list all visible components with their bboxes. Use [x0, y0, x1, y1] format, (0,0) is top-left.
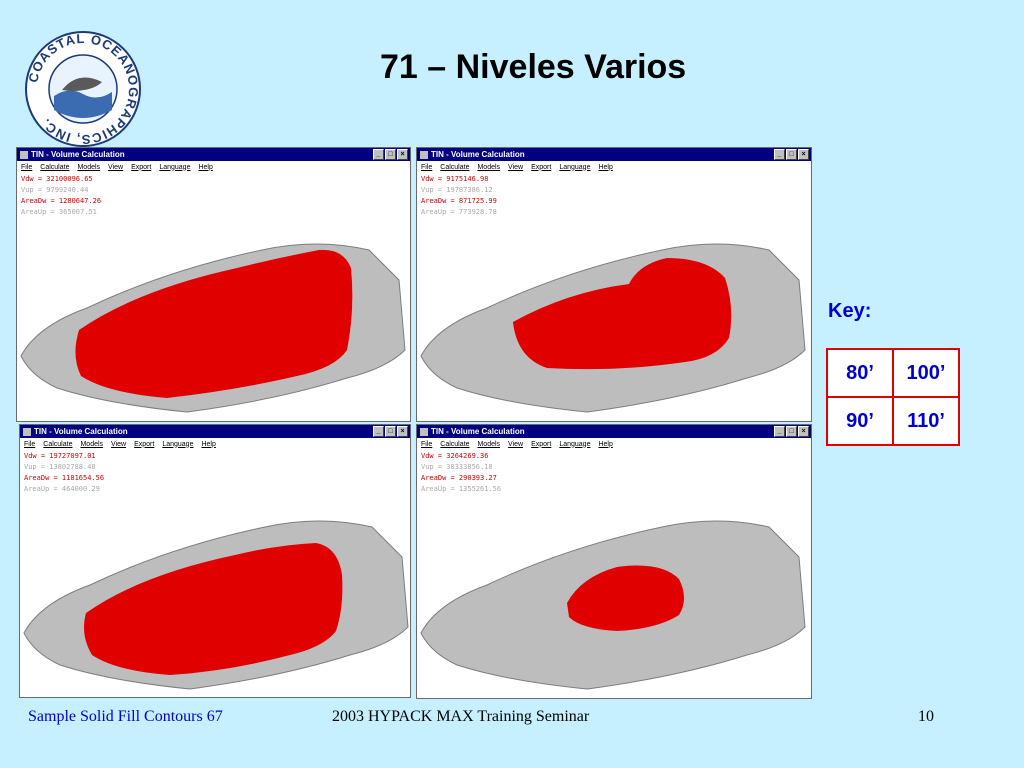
minimize-button[interactable]: _	[373, 426, 384, 437]
menu-help[interactable]: Help	[598, 163, 613, 171]
app-icon	[23, 427, 31, 436]
key-cell-110: 110’	[892, 396, 960, 446]
depth-fill-region	[84, 543, 343, 675]
menu-help[interactable]: Help	[598, 440, 613, 448]
maximize-button[interactable]: □	[786, 149, 797, 160]
close-button[interactable]: ×	[397, 149, 408, 160]
volume-stats: Vdw = 19727097.01 Vup = 13802788.48 Area…	[24, 451, 104, 495]
volume-stats: Vdw = 3264269.36 Vup = 30333856.18 AreaD…	[421, 451, 501, 495]
areadw-value: AreaDw = 1181654.56	[24, 474, 105, 482]
menu-bar: File Calculate Models View Export Langua…	[417, 438, 811, 450]
menu-export[interactable]: Export	[531, 163, 552, 171]
areaup-value: AreaUp = 464000.29	[24, 485, 100, 493]
areadw-value: AreaDw = 1280647.26	[21, 197, 102, 205]
window-title: TIN - Volume Calculation	[431, 150, 525, 159]
menu-view[interactable]: View	[108, 163, 124, 171]
close-button[interactable]: ×	[798, 149, 809, 160]
menu-language[interactable]: Language	[162, 440, 194, 448]
areadw-value: AreaDw = 871725.99	[421, 197, 497, 205]
key-cell-90: 90’	[826, 396, 894, 446]
window-titlebar[interactable]: TIN - Volume Calculation _ □ ×	[17, 148, 410, 161]
terrain-view	[420, 520, 806, 690]
vup-value: Vup = 9799240.44	[21, 186, 89, 194]
page-number: 10	[918, 708, 934, 725]
footer-center: 2003 HYPACK MAX Training Seminar	[332, 708, 590, 725]
minimize-button[interactable]: _	[774, 426, 785, 437]
menu-calculate[interactable]: Calculate	[43, 440, 73, 448]
maximize-button[interactable]: □	[786, 426, 797, 437]
menu-models[interactable]: Models	[77, 163, 101, 171]
areadw-value: AreaDw = 290393.27	[421, 474, 497, 482]
vup-value: Vup = 13802788.48	[24, 463, 96, 471]
close-button[interactable]: ×	[397, 426, 408, 437]
menu-calculate[interactable]: Calculate	[440, 440, 470, 448]
vdw-value: Vdw = 19727097.01	[24, 452, 96, 460]
app-icon	[420, 427, 428, 436]
menu-help[interactable]: Help	[201, 440, 216, 448]
window-titlebar[interactable]: TIN - Volume Calculation _ □ ×	[417, 425, 811, 438]
menu-calculate[interactable]: Calculate	[440, 163, 470, 171]
menu-view[interactable]: View	[111, 440, 127, 448]
window-titlebar[interactable]: TIN - Volume Calculation _ □ ×	[20, 425, 410, 438]
volume-stats: Vdw = 32100096.65 Vup = 9799240.44 AreaD…	[21, 174, 101, 218]
menu-calculate[interactable]: Calculate	[40, 163, 70, 171]
terrain-view	[20, 243, 406, 413]
menu-file[interactable]: File	[421, 440, 433, 448]
volume-window-1[interactable]: TIN - Volume Calculation _ □ × File Calc…	[16, 147, 411, 422]
menu-view[interactable]: View	[508, 440, 524, 448]
menu-export[interactable]: Export	[134, 440, 155, 448]
volume-window-2[interactable]: TIN - Volume Calculation _ □ × File Calc…	[416, 147, 812, 422]
vdw-value: Vdw = 3264269.36	[421, 452, 489, 460]
maximize-button[interactable]: □	[385, 426, 396, 437]
depth-fill-region	[567, 565, 684, 631]
menu-view[interactable]: View	[508, 163, 524, 171]
close-button[interactable]: ×	[798, 426, 809, 437]
company-logo: COASTAL OCEANOGRAPHICS, INC.	[25, 31, 141, 147]
minimize-button[interactable]: _	[373, 149, 384, 160]
menu-bar: File Calculate Models View Export Langua…	[20, 438, 410, 450]
key-table: 80’ 100’ 90’ 110’	[826, 348, 960, 446]
depth-fill-region	[75, 249, 353, 398]
slide-title: 71 – Niveles Varios	[380, 48, 687, 86]
menu-bar: File Calculate Models View Export Langua…	[17, 161, 410, 173]
key-cell-80: 80’	[826, 348, 894, 398]
volume-window-3[interactable]: TIN - Volume Calculation _ □ × File Calc…	[19, 424, 411, 698]
menu-language[interactable]: Language	[559, 440, 591, 448]
menu-file[interactable]: File	[421, 163, 433, 171]
window-title: TIN - Volume Calculation	[431, 427, 525, 436]
window-title: TIN - Volume Calculation	[31, 150, 125, 159]
menu-models[interactable]: Models	[80, 440, 104, 448]
vdw-value: Vdw = 9175146.98	[421, 175, 489, 183]
app-icon	[20, 150, 28, 159]
depth-fill-region	[513, 258, 732, 370]
vup-value: Vup = 30333856.18	[421, 463, 493, 471]
menu-file[interactable]: File	[24, 440, 36, 448]
key-label: Key:	[828, 300, 872, 322]
menu-bar: File Calculate Models View Export Langua…	[417, 161, 811, 173]
menu-models[interactable]: Models	[477, 440, 501, 448]
areaup-value: AreaUp = 773928.78	[421, 208, 497, 216]
areaup-value: AreaUp = 1355261.56	[421, 485, 502, 493]
volume-stats: Vdw = 9175146.98 Vup = 19787386.12 AreaD…	[421, 174, 497, 218]
terrain-view	[23, 520, 409, 690]
menu-file[interactable]: File	[21, 163, 33, 171]
menu-language[interactable]: Language	[159, 163, 191, 171]
areaup-value: AreaUp = 365007.51	[21, 208, 97, 216]
volume-window-4[interactable]: TIN - Volume Calculation _ □ × File Calc…	[416, 424, 812, 699]
terrain-view	[420, 243, 806, 413]
vdw-value: Vdw = 32100096.65	[21, 175, 93, 183]
window-titlebar[interactable]: TIN - Volume Calculation _ □ ×	[417, 148, 811, 161]
vup-value: Vup = 19787386.12	[421, 186, 493, 194]
menu-language[interactable]: Language	[559, 163, 591, 171]
menu-help[interactable]: Help	[198, 163, 213, 171]
maximize-button[interactable]: □	[385, 149, 396, 160]
window-title: TIN - Volume Calculation	[34, 427, 128, 436]
key-cell-100: 100’	[892, 348, 960, 398]
menu-models[interactable]: Models	[477, 163, 501, 171]
menu-export[interactable]: Export	[131, 163, 152, 171]
app-icon	[420, 150, 428, 159]
minimize-button[interactable]: _	[774, 149, 785, 160]
footer-left: Sample Solid Fill Contours 67	[28, 708, 223, 725]
menu-export[interactable]: Export	[531, 440, 552, 448]
